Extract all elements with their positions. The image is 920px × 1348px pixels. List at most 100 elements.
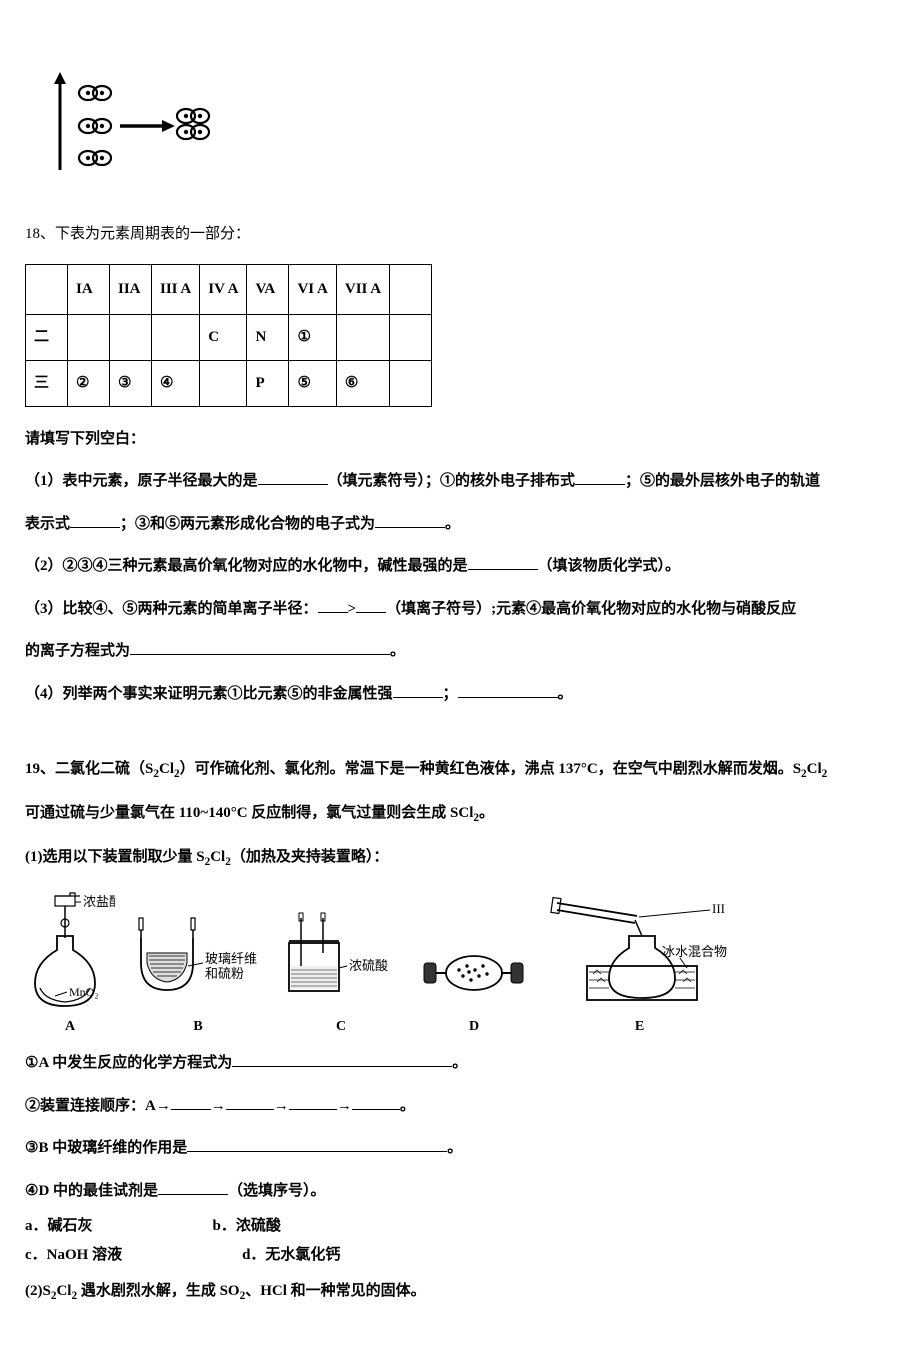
q18-intro: 18、下表为元素周期表的一部分： bbox=[25, 217, 895, 252]
q19-q2b: 。 bbox=[400, 1098, 415, 1114]
q18-part1-cont: 表示式；③和⑤两元素形成化合物的电子式为。 bbox=[25, 507, 895, 542]
table-row: 三 ② ③ ④ P ⑤ ⑥ bbox=[26, 360, 432, 406]
table-cell: IIA bbox=[110, 264, 152, 314]
table-cell: ⑥ bbox=[336, 360, 389, 406]
table-cell bbox=[26, 264, 68, 314]
table-cell: N bbox=[247, 314, 289, 360]
table-cell: C bbox=[200, 314, 247, 360]
periodic-table: IA IIA III A IV A VA VI A VII A 二 C N ① … bbox=[25, 264, 432, 407]
q19-p1: (1)选用以下装置制取少量 S2Cl2（加热及夹持装置略）： bbox=[25, 840, 895, 876]
blank[interactable] bbox=[187, 1137, 447, 1152]
q19-t5: 可通过硫与少量氯气在 110~140°C 反应制得，氯气过量则会生成 SCl bbox=[25, 805, 473, 821]
q18-p1c: ；⑤的最外层核外电子的轨道 bbox=[625, 473, 820, 489]
table-cell: P bbox=[247, 360, 289, 406]
q19-q1b: 。 bbox=[452, 1055, 467, 1071]
q19-opts-row2: c．NaOH 溶液 d．无水氯化钙 bbox=[25, 1245, 895, 1266]
arrow: → bbox=[211, 1098, 226, 1114]
q19-q4b: （选填序号）。 bbox=[228, 1183, 326, 1199]
q18-part3-cont: 的离子方程式为 。 bbox=[25, 634, 895, 669]
blank[interactable] bbox=[226, 1095, 274, 1110]
table-cell: VI A bbox=[289, 264, 336, 314]
q18-p3a: （3）比较④、⑤两种元素的简单离子半径： bbox=[25, 601, 318, 617]
table-cell: IA bbox=[68, 264, 110, 314]
table-cell: ① bbox=[289, 314, 336, 360]
opt-b: b．浓硫酸 bbox=[213, 1216, 281, 1237]
apparatus-label-a: A bbox=[65, 1017, 75, 1037]
table-cell bbox=[336, 314, 389, 360]
q19-p2a: (2)S bbox=[25, 1283, 51, 1299]
blank[interactable] bbox=[375, 513, 445, 528]
table-cell bbox=[390, 314, 432, 360]
apparatus-label-b: B bbox=[193, 1017, 202, 1037]
q19-intro-2: 可通过硫与少量氯气在 110~140°C 反应制得，氯气过量则会生成 SCl2。 bbox=[25, 796, 895, 832]
blank[interactable] bbox=[458, 683, 558, 698]
q18-p2b: （填该物质化学式）。 bbox=[538, 558, 681, 574]
table-cell: ④ bbox=[152, 360, 200, 406]
q19-q2: ②装置连接顺序：A→ bbox=[25, 1098, 171, 1114]
label-hcl: 浓盐酸 bbox=[83, 894, 115, 909]
svg-text:和硫粉: 和硫粉 bbox=[205, 966, 244, 981]
blank[interactable] bbox=[158, 1180, 228, 1195]
q18-p2a: （2）②③④三种元素最高价氧化物对应的水化物中，碱性最强的是 bbox=[25, 558, 468, 574]
q18-part1: （1）表中元素，原子半径最大的是 （填元素符号）；①的核外电子排布式 ；⑤的最外层核… bbox=[25, 464, 895, 499]
q19-sub2: ②装置连接顺序：A→→→→。 bbox=[25, 1089, 895, 1124]
blank[interactable] bbox=[356, 598, 386, 613]
q19-p2d: 、HCl 和一种常见的固体。 bbox=[245, 1283, 425, 1299]
table-cell: IV A bbox=[200, 264, 247, 314]
opt-d: d．无水氯化钙 bbox=[242, 1245, 340, 1266]
blank[interactable] bbox=[130, 640, 390, 655]
table-cell bbox=[110, 314, 152, 360]
apparatus-c: 浓硫酸 C bbox=[281, 908, 401, 1037]
table-cell bbox=[68, 314, 110, 360]
blank[interactable] bbox=[232, 1052, 452, 1067]
q19-sub1: ①A 中发生反应的化学方程式为。 bbox=[25, 1046, 895, 1081]
blank[interactable] bbox=[318, 598, 348, 613]
q19-sub4: ④D 中的最佳试剂是 （选填序号）。 bbox=[25, 1174, 895, 1209]
q18-p3e: 。 bbox=[390, 643, 405, 659]
q18-p1a: （1）表中元素，原子半径最大的是 bbox=[25, 473, 258, 489]
opt-a: a．碱石灰 bbox=[25, 1216, 93, 1237]
apparatus-a: 浓盐酸 MnO₂ A bbox=[25, 888, 115, 1037]
blank[interactable] bbox=[468, 555, 538, 570]
q18-intro-text: 下表为元素周期表的一部分： bbox=[55, 226, 250, 242]
q19-part2: (2)S2Cl2 遇水剧烈水解，生成 SO2、HCl 和一种常见的固体。 bbox=[25, 1274, 895, 1310]
blank[interactable] bbox=[70, 513, 120, 528]
blank[interactable] bbox=[289, 1095, 337, 1110]
q18-p1e: ；③和⑤两元素形成化合物的电子式为 bbox=[120, 516, 375, 532]
q19-q3b: 。 bbox=[447, 1140, 462, 1156]
svg-text:III: III bbox=[712, 901, 725, 916]
q18-part2: （2）②③④三种元素最高价氧化物对应的水化物中，碱性最强的是 （填该物质化学式）。 bbox=[25, 549, 895, 584]
table-cell bbox=[390, 360, 432, 406]
table-cell: III A bbox=[152, 264, 200, 314]
q19-q3: ③B 中玻璃纤维的作用是 bbox=[25, 1140, 187, 1156]
q18-p4c: 。 bbox=[558, 686, 573, 702]
q18-part3: （3）比较④、⑤两种元素的简单离子半径：>（填离子符号）;元素④最高价氧化物对应… bbox=[25, 592, 895, 627]
q19-number: 19、 bbox=[25, 761, 55, 777]
q18-p1d: 表示式 bbox=[25, 516, 70, 532]
label-mno2: MnO₂ bbox=[69, 985, 99, 999]
q19-opts-row1: a．碱石灰 b．浓硫酸 bbox=[25, 1216, 895, 1237]
q19-intro: 19、二氯化二硫（S2Cl2）可作硫化剂、氯化剂。常温下是一种黄红色液体，沸点 … bbox=[25, 752, 895, 788]
table-row: IA IIA III A IV A VA VI A VII A bbox=[26, 264, 432, 314]
table-cell: 二 bbox=[26, 314, 68, 360]
arrow: → bbox=[337, 1098, 352, 1114]
q18-p4a: （4）列举两个事实来证明元素①比元素⑤的非金属性强 bbox=[25, 686, 393, 702]
q19-p2b: Cl bbox=[56, 1283, 71, 1299]
q18-p3d: 的离子方程式为 bbox=[25, 643, 130, 659]
svg-text:浓硫酸: 浓硫酸 bbox=[349, 958, 388, 973]
table-cell bbox=[152, 314, 200, 360]
q19-t3: ）可作硫化剂、氯化剂。常温下是一种黄红色液体，沸点 137°C，在空气中剧烈水解… bbox=[180, 761, 801, 777]
blank[interactable] bbox=[393, 683, 443, 698]
q18-p1b: （填元素符号）；①的核外电子排布式 bbox=[328, 473, 576, 489]
table-cell bbox=[390, 264, 432, 314]
blank[interactable] bbox=[258, 470, 328, 485]
blank[interactable] bbox=[575, 470, 625, 485]
table-cell: ⑤ bbox=[289, 360, 336, 406]
table-cell bbox=[200, 360, 247, 406]
apparatus-label-e: E bbox=[635, 1017, 644, 1037]
apparatus-label-d: D bbox=[469, 1017, 479, 1037]
q19-q4: ④D 中的最佳试剂是 bbox=[25, 1183, 158, 1199]
blank[interactable] bbox=[352, 1095, 400, 1110]
blank[interactable] bbox=[171, 1095, 211, 1110]
q18-number: 18、 bbox=[25, 226, 55, 242]
